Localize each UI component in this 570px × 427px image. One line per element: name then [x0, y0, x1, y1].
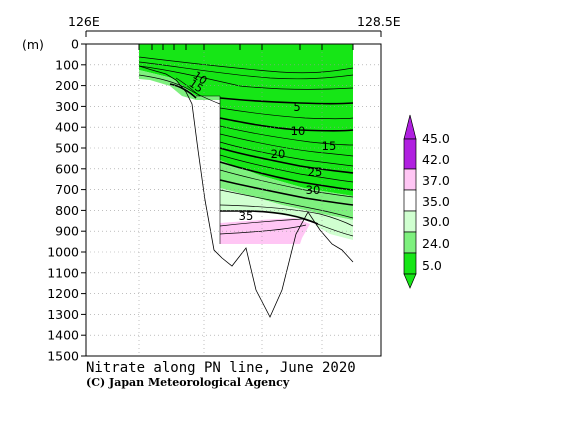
colorbar-segment	[403, 252, 417, 275]
contour-line	[138, 61, 354, 80]
y-tick-label: 500	[55, 141, 79, 156]
y-tick-label: 1500	[47, 349, 79, 364]
colorbar-label: 35.0	[422, 194, 450, 209]
plot-border	[85, 43, 382, 357]
contour-line	[138, 65, 354, 90]
contour-line	[219, 147, 354, 174]
grid-lines	[86, 44, 381, 356]
chart-title: Nitrate along PN line, June 2020	[86, 360, 356, 376]
contour-label: 30	[306, 183, 321, 197]
y-tick-label: 400	[55, 120, 79, 135]
contour-line	[138, 74, 221, 105]
fill-region	[220, 238, 302, 244]
y-axis-label: (m)	[22, 37, 44, 52]
contour-label: 20	[271, 147, 286, 161]
y-tick-label: 100	[55, 57, 79, 72]
bottom-topography	[138, 65, 354, 318]
colorbar: 45.0 42.0 37.0 35.0 30.0 24.0 5.0	[403, 114, 450, 289]
y-tick-label: 300	[55, 99, 79, 114]
fill-region	[220, 160, 353, 220]
contour-label: 25	[308, 165, 323, 179]
contour-line	[219, 218, 354, 237]
contour-line	[138, 56, 354, 74]
contour-line	[219, 154, 354, 183]
contour-line	[169, 83, 197, 99]
bottom-line	[138, 65, 354, 318]
y-tick-label: 900	[55, 224, 79, 239]
plot-frame	[85, 43, 382, 357]
y-tick-label: 1000	[47, 245, 79, 260]
y-tick-label: 1300	[47, 307, 79, 322]
colorbar-segment	[403, 231, 417, 254]
contour-line	[219, 107, 354, 120]
y-tick-label: 200	[55, 78, 79, 93]
colorbar-segment	[403, 138, 417, 170]
colorbar-label: 5.0	[422, 258, 442, 273]
contour-line	[220, 210, 319, 225]
contour-line	[219, 117, 354, 132]
y-tick-label: 0	[71, 37, 79, 52]
y-tick-label: 1400	[47, 328, 79, 343]
y-tick-label: 1200	[47, 286, 79, 301]
colorbar-segment	[403, 210, 417, 233]
contour-line	[219, 189, 354, 219]
colorbar-segment	[403, 168, 417, 191]
x-tick-label: 128.5E	[357, 14, 401, 29]
colorbar-segment	[403, 189, 417, 212]
contour-line	[219, 204, 354, 227]
y-tick-label: 700	[55, 182, 79, 197]
contour-line	[219, 169, 354, 198]
fill-region	[220, 218, 310, 238]
contour-label: 35	[239, 209, 254, 223]
contour-lines	[138, 56, 354, 244]
colorbar-label: 24.0	[422, 236, 450, 251]
section-fill	[139, 44, 353, 244]
y-tick-label: 600	[55, 161, 79, 176]
contour-line	[219, 224, 307, 235]
contour-label: 15	[322, 139, 337, 153]
contour-line	[219, 179, 354, 206]
colorbar-label: 42.0	[422, 152, 450, 167]
y-tick-label: 800	[55, 203, 79, 218]
colorbar-top-triangle	[403, 114, 417, 140]
colorbar-label: 30.0	[422, 214, 450, 229]
contour-label: 5	[293, 100, 300, 114]
y-tick-label: 1100	[47, 265, 79, 280]
colorbar-label: 45.0	[422, 131, 450, 146]
contour-line	[219, 141, 354, 167]
colorbar-label: 37.0	[422, 173, 450, 188]
contour-line	[219, 133, 354, 157]
contour-line	[219, 97, 354, 105]
credit-text: (C) Japan Meteorological Agency	[86, 376, 290, 389]
axis-ticks: 0 100 200 300 400 500 600 700 800 900 1000 1100 1200…	[22, 14, 401, 364]
x-tick-label: 126E	[68, 14, 100, 29]
fill-region	[139, 44, 353, 196]
colorbar-bottom-triangle	[403, 273, 417, 289]
fill-region	[196, 96, 220, 100]
contour-line	[219, 125, 354, 146]
contour-line	[219, 161, 354, 191]
contour-label: 10	[291, 124, 306, 138]
contour-line	[175, 77, 201, 97]
